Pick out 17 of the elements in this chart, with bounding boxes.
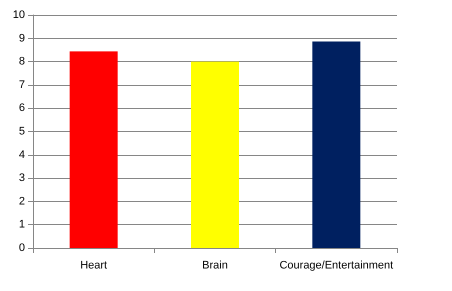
y-tick-label: 3 [18, 172, 25, 184]
x-tick-label: Heart [80, 260, 108, 272]
bar [312, 42, 360, 248]
y-tick-label: 2 [18, 195, 25, 208]
y-tick-label: 10 [12, 9, 25, 21]
y-tick-label: 0 [18, 242, 25, 254]
y-tick-label: 1 [18, 218, 25, 231]
y-tick-label: 7 [18, 78, 25, 91]
y-tick-label: 8 [18, 56, 25, 68]
bar [191, 62, 239, 248]
x-tick-label: Courage/Entertainment [279, 260, 394, 272]
y-tick-label: 4 [18, 148, 25, 161]
x-tick-label: Brain [202, 260, 228, 272]
bar [70, 51, 118, 248]
y-tick-label: 6 [18, 102, 25, 114]
y-tick-label: 9 [18, 32, 25, 44]
y-tick-label: 5 [18, 126, 25, 138]
